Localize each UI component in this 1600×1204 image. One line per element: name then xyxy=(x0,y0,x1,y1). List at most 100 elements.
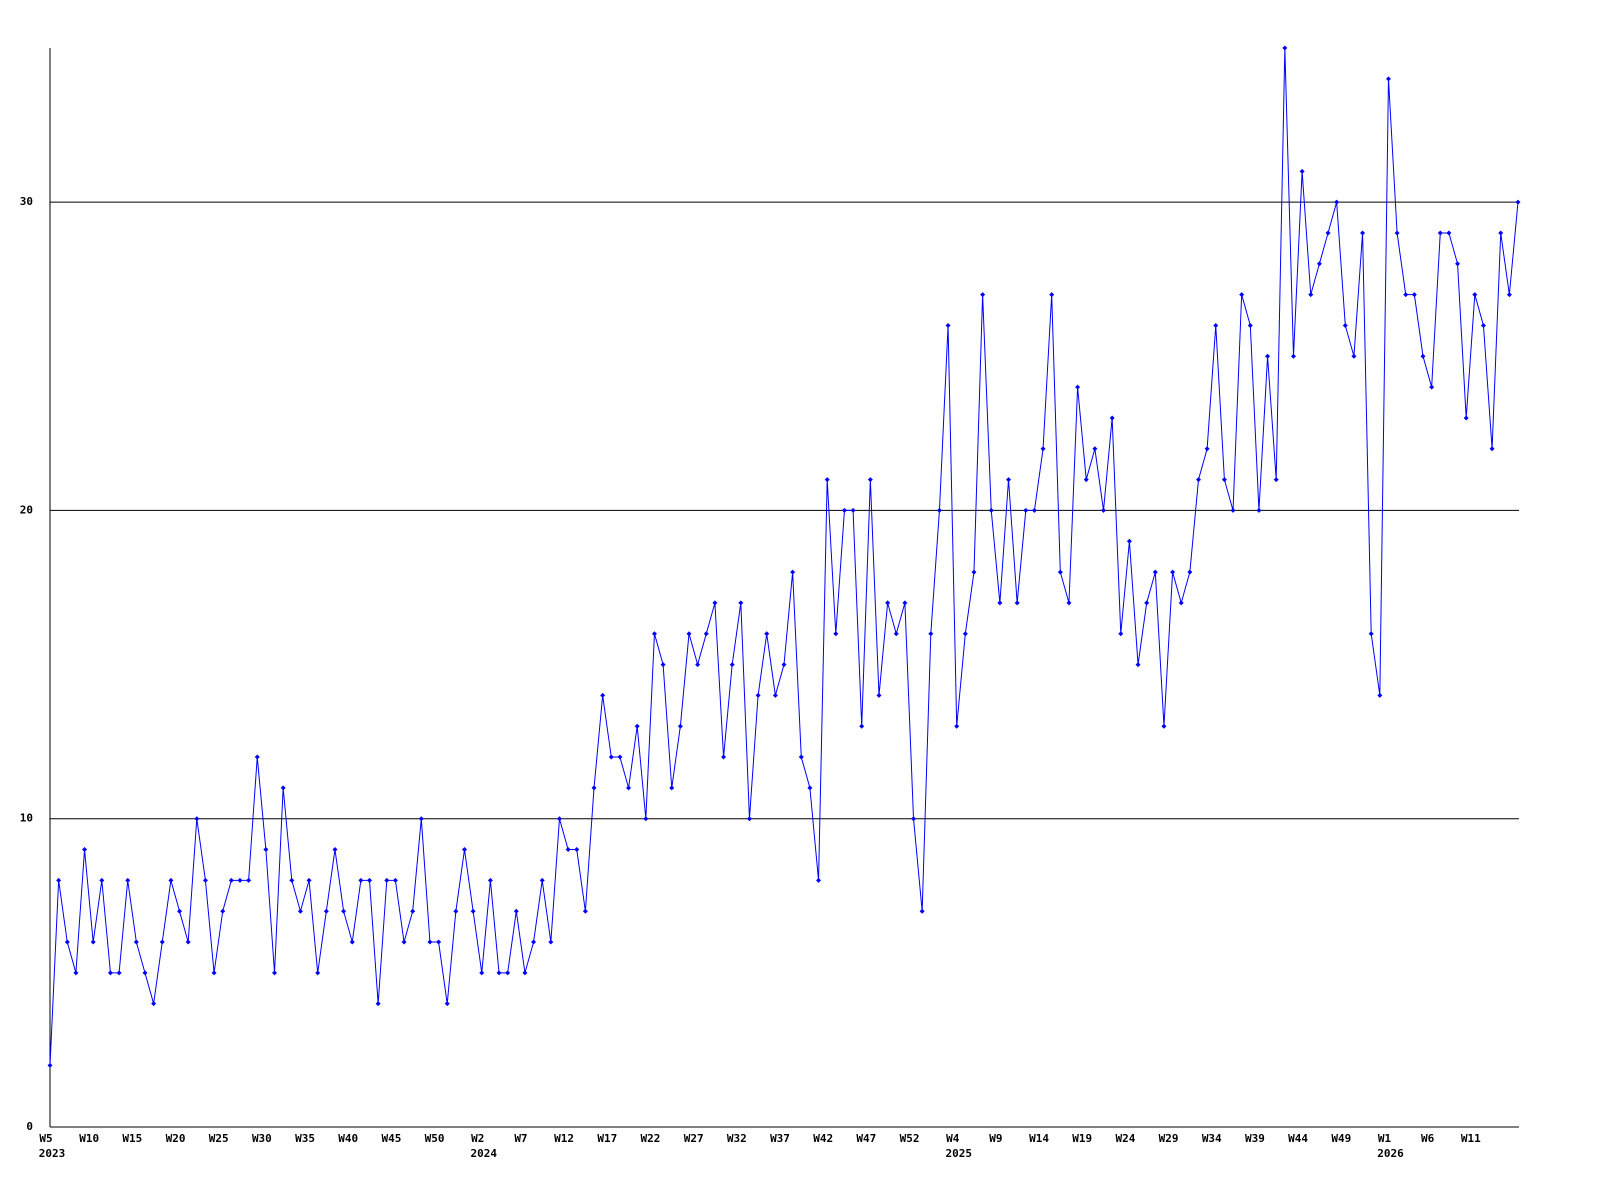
data-point xyxy=(1282,45,1288,51)
data-point xyxy=(928,631,934,637)
data-point xyxy=(289,877,295,883)
data-point xyxy=(1152,569,1158,575)
data-point xyxy=(151,1001,157,1007)
data-point xyxy=(1230,507,1236,513)
data-point xyxy=(1342,322,1348,328)
data-point xyxy=(1265,353,1271,359)
data-point xyxy=(539,877,545,883)
data-point xyxy=(125,877,131,883)
data-point xyxy=(1360,230,1366,236)
data-point xyxy=(107,970,113,976)
data-point xyxy=(1515,199,1521,205)
data-point xyxy=(56,877,62,883)
x-tick-label: W25 xyxy=(209,1132,229,1145)
x-tick-label: W10 xyxy=(79,1132,99,1145)
data-point xyxy=(945,322,951,328)
data-point xyxy=(1256,507,1262,513)
x-tick-label: W17 xyxy=(597,1132,617,1145)
data-point xyxy=(591,785,597,791)
data-point xyxy=(962,631,968,637)
data-point xyxy=(841,507,847,513)
data-point xyxy=(427,939,433,945)
data-point xyxy=(617,754,623,760)
data-point xyxy=(513,908,519,914)
data-point xyxy=(1463,415,1469,421)
data-point xyxy=(574,847,580,853)
data-point xyxy=(306,877,312,883)
x-tick-label: W6 xyxy=(1421,1132,1435,1145)
data-point xyxy=(1109,415,1115,421)
data-point xyxy=(1213,322,1219,328)
x-tick-label: W37 xyxy=(770,1132,790,1145)
data-point xyxy=(1394,230,1400,236)
data-point xyxy=(159,939,165,945)
x-year-label: 2024 xyxy=(471,1147,498,1160)
data-point xyxy=(401,939,407,945)
data-point xyxy=(73,970,79,976)
data-point xyxy=(1290,353,1296,359)
data-point xyxy=(505,970,511,976)
data-point xyxy=(194,816,200,822)
data-point xyxy=(479,970,485,976)
x-tick-label: W19 xyxy=(1072,1132,1092,1145)
data-point xyxy=(686,631,692,637)
data-point xyxy=(867,477,873,483)
data-point xyxy=(643,816,649,822)
x-tick-label: W14 xyxy=(1029,1132,1049,1145)
data-point xyxy=(1040,446,1046,452)
data-point xyxy=(358,877,364,883)
data-point xyxy=(367,877,373,883)
data-point xyxy=(703,631,709,637)
data-point xyxy=(99,877,105,883)
x-tick-label: W42 xyxy=(813,1132,833,1145)
data-point xyxy=(418,816,424,822)
x-tick-label: W52 xyxy=(900,1132,920,1145)
data-point xyxy=(349,939,355,945)
x-tick-label: W35 xyxy=(295,1132,315,1145)
data-point xyxy=(1472,292,1478,298)
data-point xyxy=(1144,600,1150,606)
data-point xyxy=(1325,230,1331,236)
data-point xyxy=(790,569,796,575)
data-point xyxy=(487,877,493,883)
data-point xyxy=(695,662,701,668)
data-point xyxy=(1446,230,1452,236)
x-tick-label: W45 xyxy=(381,1132,401,1145)
data-point xyxy=(90,939,96,945)
x-tick-label: W20 xyxy=(166,1132,186,1145)
data-point xyxy=(1066,600,1072,606)
data-point xyxy=(1273,477,1279,483)
data-point xyxy=(220,908,226,914)
data-point xyxy=(1498,230,1504,236)
data-point xyxy=(185,939,191,945)
data-point xyxy=(1247,322,1253,328)
data-point xyxy=(1316,261,1322,267)
data-point xyxy=(228,877,234,883)
data-point xyxy=(496,970,502,976)
data-point xyxy=(341,908,347,914)
data-point xyxy=(1023,507,1029,513)
data-point xyxy=(582,908,588,914)
data-point xyxy=(980,292,986,298)
data-point xyxy=(461,847,467,853)
data-point xyxy=(453,908,459,914)
x-tick-label: W11 xyxy=(1461,1132,1481,1145)
data-point xyxy=(721,754,727,760)
y-tick-label: 10 xyxy=(20,812,33,825)
data-point xyxy=(1489,446,1495,452)
data-point xyxy=(556,816,562,822)
data-point xyxy=(1239,292,1245,298)
data-point xyxy=(315,970,321,976)
data-point xyxy=(272,970,278,976)
data-point xyxy=(522,970,528,976)
data-point xyxy=(1299,168,1305,174)
data-point xyxy=(746,816,752,822)
x-tick-label: W2 xyxy=(471,1132,484,1145)
x-tick-label: W32 xyxy=(727,1132,747,1145)
data-point xyxy=(1187,569,1193,575)
data-point xyxy=(548,939,554,945)
x-tick-label: W12 xyxy=(554,1132,574,1145)
data-point xyxy=(997,600,1003,606)
x-tick-label: W30 xyxy=(252,1132,272,1145)
